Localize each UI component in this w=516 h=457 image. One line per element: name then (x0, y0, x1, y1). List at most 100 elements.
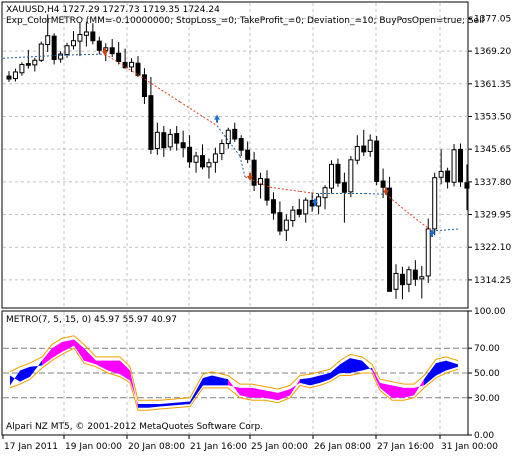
bear-candle (187, 146, 193, 163)
time-tick-label: 26 Jan 08:00 (314, 442, 371, 452)
price-tick-label: 1361.35 (474, 80, 511, 90)
bull-candle (58, 53, 64, 60)
bear-candle (6, 75, 12, 80)
band-up-segment (138, 404, 148, 408)
bull-candle (322, 187, 328, 199)
bear-candle (277, 212, 283, 232)
band-up-segment (30, 360, 42, 377)
buy-arrow (214, 114, 220, 123)
bull-candle (316, 196, 322, 207)
bear-candle (380, 180, 386, 188)
bull-candle (32, 59, 38, 66)
price-tick-label: 1314.25 (474, 276, 511, 286)
bull-candle (406, 269, 412, 285)
bear-candle (341, 182, 347, 193)
indicator-tick-label: 50.00 (474, 369, 500, 379)
bull-candle (290, 209, 296, 222)
band-up-segment (340, 358, 350, 373)
band-down-segment (74, 339, 84, 361)
signal-segment (179, 101, 218, 127)
indicator-tick-label: 100.00 (474, 307, 506, 317)
band-up-segment (330, 364, 340, 380)
time-tick-label: 19 Jan 00:00 (65, 442, 122, 452)
bull-candle (367, 139, 373, 152)
sell-arrow (102, 47, 108, 56)
bull-candle (283, 219, 289, 231)
bull-candle (393, 272, 399, 290)
signal-segment (409, 213, 433, 232)
bear-candle (464, 182, 470, 189)
bull-candle (193, 155, 199, 163)
band-up-segment (148, 404, 160, 408)
time-tick-label: 20 Jan 08:00 (128, 442, 185, 452)
band-down-segment (42, 348, 52, 366)
bear-candle (141, 74, 147, 98)
time-tick-label: 21 Jan 16:00 (190, 442, 247, 452)
indicator-tick-label: 70.00 (474, 344, 500, 354)
band-down-segment (380, 382, 392, 398)
band-up-segment (362, 360, 372, 371)
bull-candle (225, 129, 231, 145)
bull-candle (329, 163, 334, 189)
band-down-segment (252, 387, 265, 398)
indicator-header: METRO(7, 5, 15, 0) 45.97 55.97 40.97 (6, 315, 177, 325)
time-tick-label: 27 Jan 16:00 (377, 442, 434, 452)
price-tick-label: 1337.80 (474, 178, 511, 188)
bull-candle (425, 228, 431, 277)
band-up-segment (320, 373, 330, 383)
bear-candle (387, 187, 393, 292)
bear-candle (174, 133, 180, 144)
bear-candle (96, 40, 102, 51)
price-panel[interactable] (1, 1, 469, 309)
band-up-segment (160, 402, 175, 407)
bull-candle (64, 45, 70, 55)
band-down-segment (372, 368, 380, 388)
band-down-segment (278, 389, 290, 401)
bull-candle (212, 153, 218, 163)
signal-segment (104, 53, 139, 76)
price-tick-label: 1345.65 (474, 145, 511, 155)
lower-envelope-line (9, 347, 459, 411)
bull-candle (12, 71, 18, 80)
band-up-segment (310, 375, 320, 386)
sell-arrow (247, 172, 253, 181)
signal-segment (269, 186, 301, 192)
bear-candle (238, 138, 244, 151)
band-down-segment (240, 387, 252, 398)
bull-candle (19, 63, 25, 74)
signal-segment (431, 228, 461, 232)
bear-candle (200, 155, 205, 168)
band-up-segment (175, 401, 190, 406)
bull-candle (83, 31, 89, 36)
band-down-segment (290, 379, 300, 396)
bull-candle (354, 145, 360, 161)
band-down-segment (96, 360, 108, 371)
bear-candle (161, 132, 167, 149)
bear-candle (270, 199, 276, 214)
bull-candle (303, 199, 309, 215)
band-down-segment (404, 387, 414, 398)
bull-candle (206, 162, 212, 168)
buy-arrow (312, 197, 318, 206)
price-tick-label: 1322.10 (474, 243, 511, 253)
bear-candle (180, 142, 186, 149)
time-tick-label: 31 Jan 00:00 (441, 442, 498, 452)
band-down-segment (52, 342, 62, 359)
bull-candle (348, 159, 354, 193)
price-tick-label: 1329.95 (474, 211, 511, 221)
band-down-segment (130, 370, 138, 408)
band-up-segment (350, 358, 362, 373)
bear-candle (116, 52, 122, 63)
band-up-segment (10, 370, 20, 386)
signal-segment (385, 193, 411, 215)
bear-candle (251, 159, 257, 186)
bull-candle (432, 177, 438, 230)
sell-arrow (383, 187, 389, 196)
price-tick-label: 1377.05 (474, 14, 511, 24)
bear-candle (412, 269, 418, 280)
signal-segment (299, 190, 317, 195)
band-down-segment (108, 360, 120, 375)
bull-candle (154, 131, 160, 150)
band-down-segment (62, 339, 74, 352)
